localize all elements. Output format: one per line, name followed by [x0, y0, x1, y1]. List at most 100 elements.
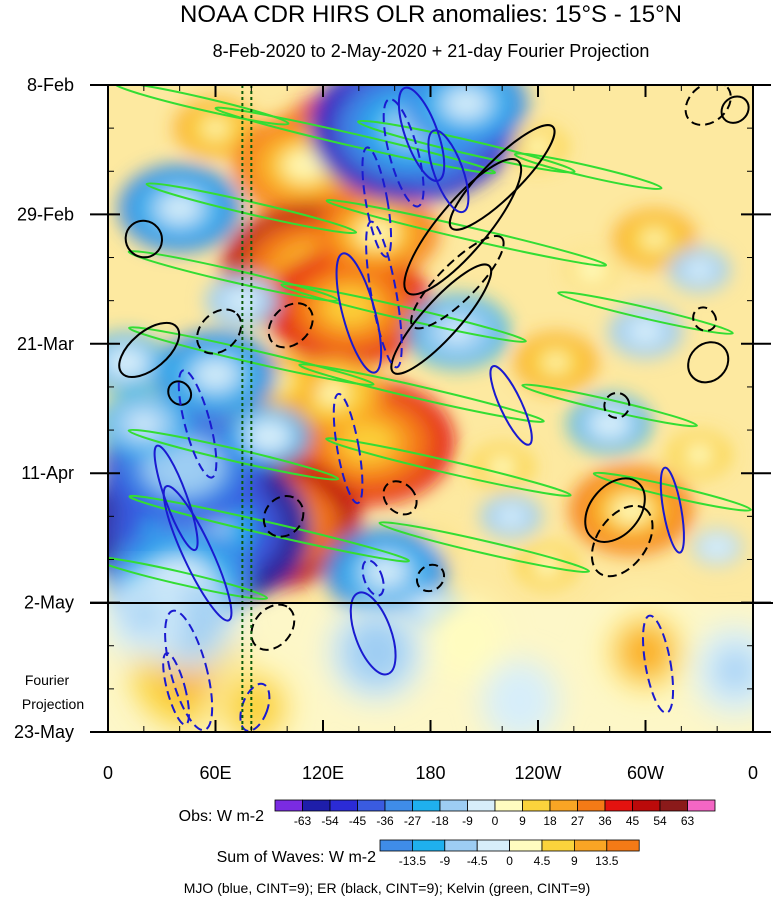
colorbar-swatch [606, 839, 640, 852]
y-tick-label: 11-Apr [21, 463, 74, 483]
colorbar-swatch [494, 799, 523, 812]
mjo-contour [332, 392, 364, 505]
er-contour [390, 263, 493, 375]
mjo-contour [162, 652, 190, 726]
y-tick-label: 29-Feb [17, 204, 74, 224]
kelvin-contour [127, 428, 340, 481]
er-contour [167, 380, 193, 406]
colorbar-swatch [302, 799, 331, 812]
anomaly-blob [161, 194, 199, 222]
mjo-contour [659, 466, 685, 554]
colorbar-tick-label: -13.5 [399, 854, 427, 868]
er-contour [124, 219, 163, 259]
waves-colorbar-label: Sum of Waves: W m-2 [217, 849, 377, 866]
colorbar-swatch [687, 799, 716, 812]
mjo-contour [164, 609, 214, 732]
colorbar-tick-label: 27 [571, 814, 585, 828]
colorbar-swatch [412, 799, 441, 812]
kelvin-contour [378, 521, 591, 574]
anomaly-blob [256, 427, 282, 446]
er-contour [262, 495, 305, 538]
colorbar-tick-label: 36 [598, 814, 612, 828]
kelvin-contour [357, 119, 576, 174]
y-tick-label: 2-May [24, 593, 74, 613]
anomaly-blob [642, 230, 667, 248]
anomaly-blob [689, 448, 709, 462]
colorbar-swatch [632, 799, 661, 812]
x-tick-label: 120W [514, 763, 561, 783]
colorbar-swatch [509, 839, 543, 852]
contour-legend: MJO (blue, CINT=9); ER (black, CINT=9); … [184, 880, 591, 896]
colorbar-tick-label: 63 [681, 814, 695, 828]
anomaly-blob [597, 414, 623, 433]
er-contour [250, 603, 296, 651]
colorbar-swatch [379, 839, 413, 852]
er-contour [720, 95, 750, 124]
colorbar-swatch [577, 799, 606, 812]
colorbar-tick-label: 9 [519, 814, 526, 828]
anomaly-blob [501, 509, 521, 524]
colorbar-swatch [329, 799, 358, 812]
anomaly-blob [113, 353, 139, 372]
kelvin-contour [557, 291, 734, 335]
colorbar-tick-label: 13.5 [595, 854, 619, 868]
anomaly-blob [421, 602, 440, 616]
chart-title: NOAA CDR HIRS OLR anomalies: 15°S - 15°N [180, 1, 682, 28]
x-tick-label: 120E [302, 763, 344, 783]
colorbar-swatch [604, 799, 633, 812]
plot-area [108, 85, 753, 732]
y-tick-label: 8-Feb [27, 75, 74, 95]
anomaly-blob [130, 414, 158, 434]
colorbar-tick-label: -9 [462, 814, 473, 828]
y-axis: 8-Feb 29-Feb 21-Mar 11-Apr 2-May 23-May [14, 75, 771, 742]
mjo-contour [361, 146, 393, 258]
er-contour [603, 392, 631, 419]
kelvin-contour [108, 555, 268, 600]
y-tick-label: 21-Mar [17, 334, 74, 354]
colorbar-swatch [522, 799, 551, 812]
colorbar-tick-label: -45 [349, 814, 367, 828]
mjo-contour [361, 559, 385, 597]
anomaly-blob [709, 541, 725, 553]
x-tick-label: 0 [103, 763, 113, 783]
anomaly-blob [196, 361, 235, 388]
anomaly-blob [447, 90, 485, 117]
anomaly-blob [634, 323, 657, 340]
kelvin-contour [128, 326, 375, 386]
anomaly-blob [584, 264, 600, 276]
anomaly-blob [203, 119, 228, 138]
anomaly-blob [341, 423, 394, 462]
mjo-contour [397, 86, 446, 182]
colorbar-tick-label: 18 [543, 814, 557, 828]
x-tick-label: 60E [199, 763, 231, 783]
kelvin-contour [214, 106, 496, 175]
mjo-contour [177, 369, 218, 479]
projection-blob [622, 627, 669, 676]
er-contour [118, 321, 181, 379]
obs-colorbar: -63 -54 -45 -36 -27 -18 -9 0 9 18 27 36 45 54 63 [274, 799, 716, 828]
er-contour [415, 563, 446, 593]
projection-blob [354, 628, 400, 676]
projection-blob [715, 649, 753, 692]
kelvin-contour [112, 85, 290, 126]
kelvin-contour [145, 182, 358, 235]
colorbar-tick-label: 4.5 [534, 854, 551, 868]
colorbar-swatch [439, 799, 468, 812]
colorbar-swatch [357, 799, 386, 812]
colorbar-tick-label: 54 [653, 814, 667, 828]
x-tick-label: 60W [627, 763, 664, 783]
kelvin-contour [280, 283, 527, 343]
mjo-contour [489, 365, 533, 446]
colorbar-swatch [549, 799, 578, 812]
chart-subtitle: 8-Feb-2020 to 2-May-2020 + 21-day Fourie… [213, 41, 650, 61]
colorbar-tick-label: 0 [506, 854, 513, 868]
mjo-contour [365, 220, 403, 369]
waves-colorbar: -13.5 -9 -4.5 0 4.5 9 13.5 [379, 839, 640, 868]
mjo-contours [153, 86, 685, 732]
er-contour [196, 308, 243, 355]
er-contour [692, 306, 718, 332]
kelvin-contour [592, 471, 752, 512]
mjo-contour [335, 252, 383, 374]
colorbar-tick-label: -54 [321, 814, 339, 828]
er-contours [118, 85, 750, 651]
